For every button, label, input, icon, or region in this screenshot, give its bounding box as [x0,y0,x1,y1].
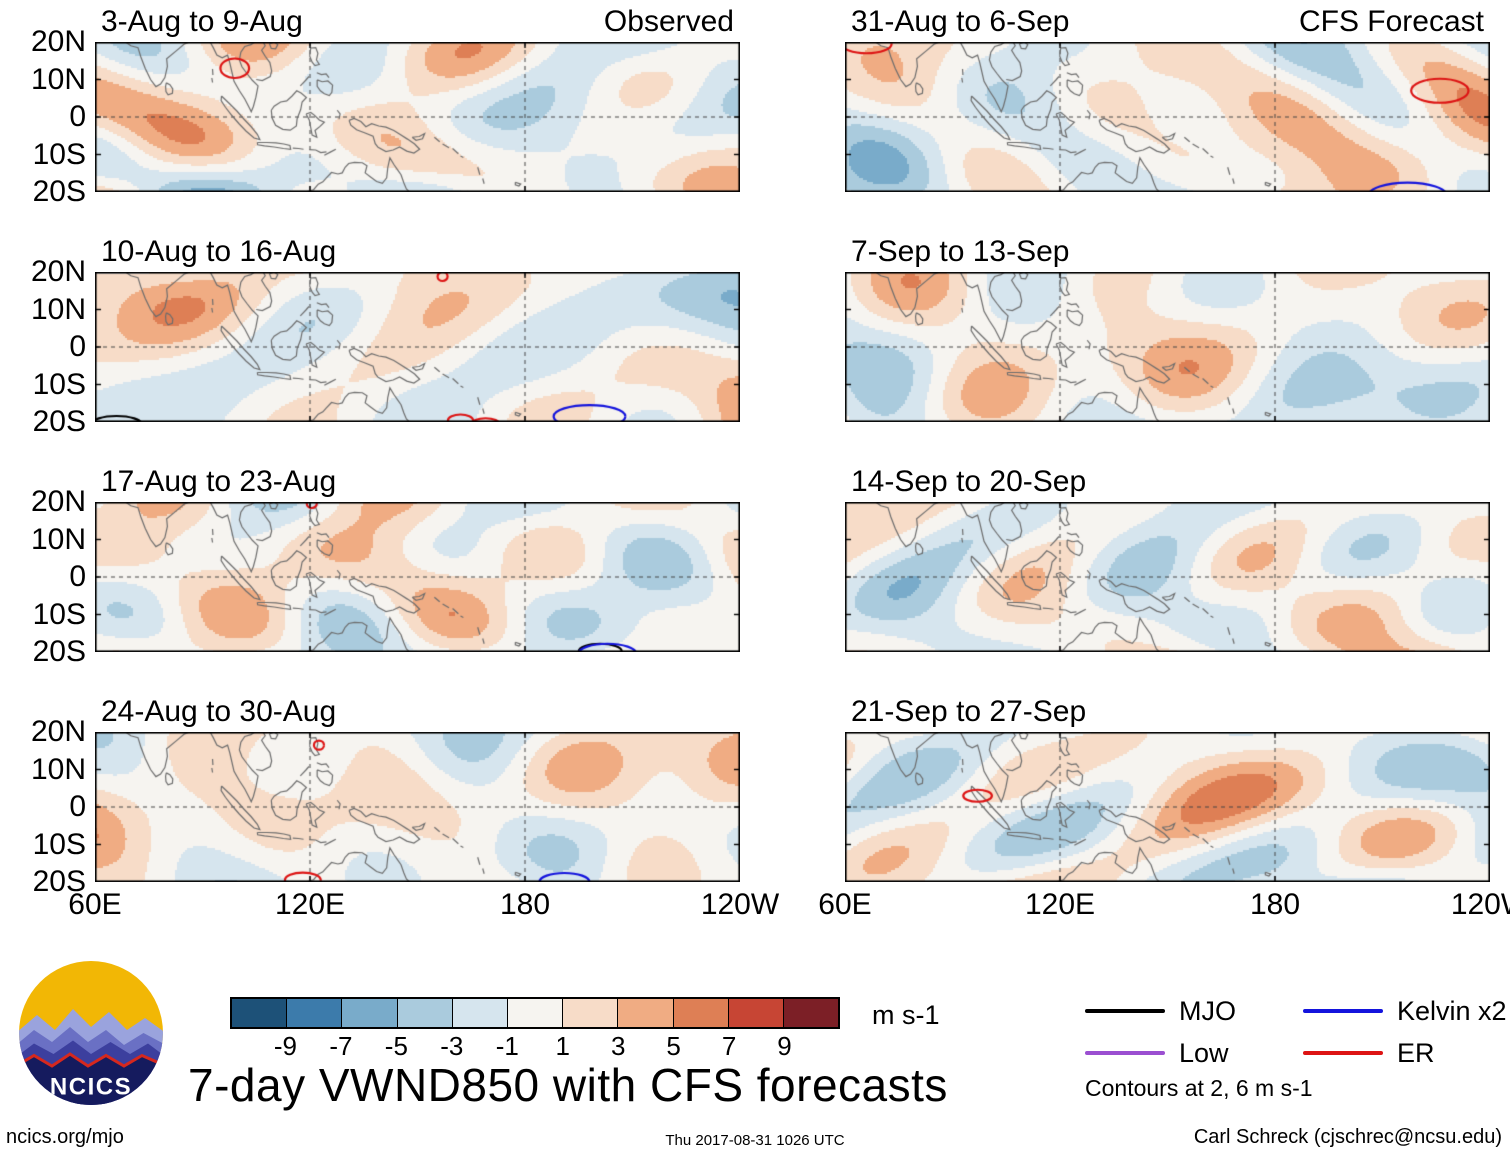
y-tick-label: 10S [32,367,86,401]
colorbar-tick-label: -9 [273,1031,298,1061]
legend-line-low [1085,1051,1165,1055]
x-tick-label: 180 [499,888,551,921]
map-panel-fc-1 [845,42,1490,192]
colorbar-tick-label: 3 [610,1031,626,1061]
column-header: CFS Forecast [1298,5,1484,38]
colorbar-segment [452,999,508,1027]
y-tick-label: 0 [69,100,86,133]
footer-site: ncics.org/mjo [6,1126,124,1148]
figure-title: 7-day VWND850 with CFS forecasts [188,1059,948,1111]
panel-title: 31-Aug to 6-Sep [851,5,1070,38]
colorbar-tick-label: -5 [384,1031,408,1061]
panel-title: 17-Aug to 23-Aug [101,465,337,498]
x-tick-label: 60E [818,888,872,921]
colorbar-segment [287,999,343,1027]
map-panel-obs-2 [95,272,740,422]
colorbar-tick-label: 5 [666,1031,681,1061]
map-panel-obs-1 [95,42,740,192]
colorbar-tick-label: -1 [495,1031,519,1061]
contour-note: Contours at 2, 6 m s-1 [1085,1075,1313,1101]
y-tick-label: 20S [32,635,86,668]
map-panel-obs-3 [95,502,740,652]
x-tick-label: 180 [1249,888,1301,921]
column-header: Observed [603,5,734,38]
x-tick-label: 120W [1450,888,1510,921]
panel-title: 14-Sep to 20-Sep [851,465,1087,498]
y-tick-label: 10N [30,522,86,556]
y-tick-label: 20N [30,485,86,518]
y-tick-label: 20N [30,25,86,58]
y-tick-label: 0 [69,330,86,363]
panel-title: 7-Sep to 13-Sep [851,235,1070,268]
y-tick-label: 10N [30,292,86,326]
x-tick-label: 120E [274,888,346,921]
colorbar-segment [397,999,453,1027]
y-tick-label: 20N [30,715,86,748]
colorbar-units-label: m s-1 [872,1000,940,1030]
colorbar-segment [342,999,398,1027]
y-tick-label: 10S [32,597,86,631]
panel-title: 24-Aug to 30-Aug [101,695,337,728]
y-tick-label: 10S [32,827,86,861]
colorbar-tick-label: 7 [721,1031,737,1061]
y-tick-label: 20N [30,255,86,288]
panel-title: 10-Aug to 16-Aug [101,235,337,268]
y-tick-label: 0 [69,560,86,593]
y-tick-label: 10N [30,752,86,786]
colorbar-segment [232,999,288,1027]
legend-label-er: ER [1397,1038,1435,1068]
colorbar [230,997,840,1029]
panel-title: 3-Aug to 9-Aug [101,5,303,38]
x-tick-label: 60E [68,888,122,921]
map-panel-obs-4 [95,732,740,882]
colorbar-tick-label: -3 [440,1031,464,1061]
map-panel-fc-3 [845,502,1490,652]
x-tick-label: 120W [700,888,780,921]
colorbar-segment [728,999,784,1027]
legend-line-er [1303,1051,1383,1055]
legend-line-mjo [1085,1009,1165,1013]
logo-art: NCICS [19,961,163,1105]
y-tick-label: 20S [32,175,86,208]
x-tick-label: 120E [1024,888,1096,921]
map-panel-fc-2 [845,272,1490,422]
colorbar-segment [673,999,729,1027]
panel-title: 21-Sep to 27-Sep [851,695,1087,728]
legend-label-mjo: MJO [1179,996,1236,1026]
y-tick-label: 10N [30,62,86,96]
y-tick-label: 10S [32,137,86,171]
y-tick-label: 20S [32,865,86,898]
footer-timestamp: Thu 2017-08-31 1026 UTC [665,1132,845,1149]
colorbar-segment [563,999,619,1027]
ncics-logo: NCICS [19,961,163,1105]
colorbar-tick-label: 9 [777,1031,792,1061]
colorbar-segment [618,999,674,1027]
legend-line-kelvin-x2 [1303,1009,1383,1013]
colorbar-segment [507,999,564,1027]
legend-label-kelvin-x2: Kelvin x2 [1397,996,1507,1026]
colorbar-tick-label: -7 [329,1031,353,1061]
logo-text: NCICS [50,1074,132,1101]
map-panel-fc-4 [845,732,1490,882]
footer-credit: Carl Schreck (cjschrec@ncsu.edu) [1193,1126,1502,1148]
y-tick-label: 20S [32,405,86,438]
colorbar-segment [783,999,839,1027]
colorbar-tick-label: 1 [555,1031,570,1061]
legend-label-low: Low [1179,1038,1229,1068]
y-tick-label: 0 [69,790,86,823]
